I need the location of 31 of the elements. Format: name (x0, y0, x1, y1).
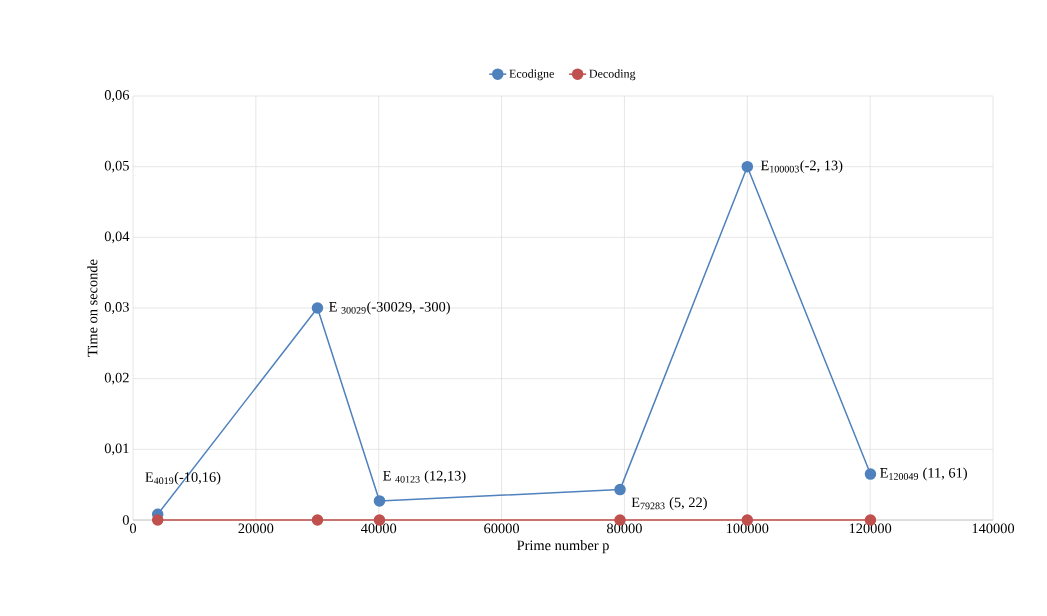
y-tick-label: 0 (122, 515, 129, 525)
x-tick-label: 40000 (361, 523, 397, 534)
x-tick-label: 0 (129, 523, 137, 534)
y-tick-label: 0,02 (104, 372, 129, 385)
y-tick-label: 0,03 (104, 302, 129, 314)
annotation: E$_{120049}$ (11, 61) (880, 467, 967, 481)
point (614, 483, 626, 496)
annotation: E $_{30029}$(-30029, -300) (329, 301, 450, 315)
point (151, 514, 164, 526)
point (311, 514, 324, 526)
y-tick-label: 0,06 (104, 90, 130, 102)
x-tick-label: 80000 (606, 523, 642, 534)
annotation: E$_{79283}$ (5, 22) (631, 497, 707, 511)
x-tick-label: 140000 (972, 523, 1015, 534)
y-tick-label: 0,04 (104, 231, 130, 244)
point (864, 468, 877, 480)
point (373, 495, 386, 507)
legend-label: Ecodigne (509, 69, 554, 81)
annotation: E $_{40123}$ (12,13) (383, 470, 466, 484)
legend-label: Decoding (589, 69, 636, 81)
x-tick-label: 20000 (238, 523, 274, 534)
x-tick-label: 120000 (849, 523, 892, 534)
y-tick-label: 0,05 (104, 160, 129, 173)
point (311, 302, 324, 314)
y-tick-label: 0,01 (104, 443, 129, 456)
annotation: E$_{100003}$(-2, 13) (760, 160, 843, 174)
x-tick-label: 60000 (484, 523, 520, 534)
point (741, 160, 754, 173)
y-axis-title: Time on seconde (87, 259, 98, 357)
x-axis-title: Prime number p (517, 540, 609, 554)
x-tick-label: 100000 (726, 523, 769, 534)
